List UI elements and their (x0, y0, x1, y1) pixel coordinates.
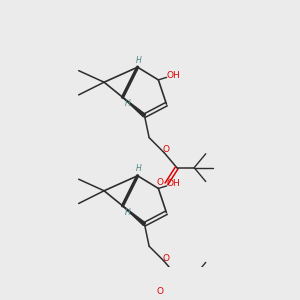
Text: H: H (124, 99, 130, 108)
Text: O: O (156, 178, 163, 187)
Text: O: O (163, 146, 170, 154)
Text: O: O (163, 254, 170, 263)
Text: H: H (124, 208, 130, 217)
Text: OH: OH (167, 179, 180, 188)
Text: H: H (136, 164, 142, 173)
Polygon shape (123, 97, 146, 117)
Text: O: O (156, 287, 163, 296)
Polygon shape (123, 206, 146, 226)
Text: H: H (136, 56, 142, 65)
Text: OH: OH (167, 71, 180, 80)
